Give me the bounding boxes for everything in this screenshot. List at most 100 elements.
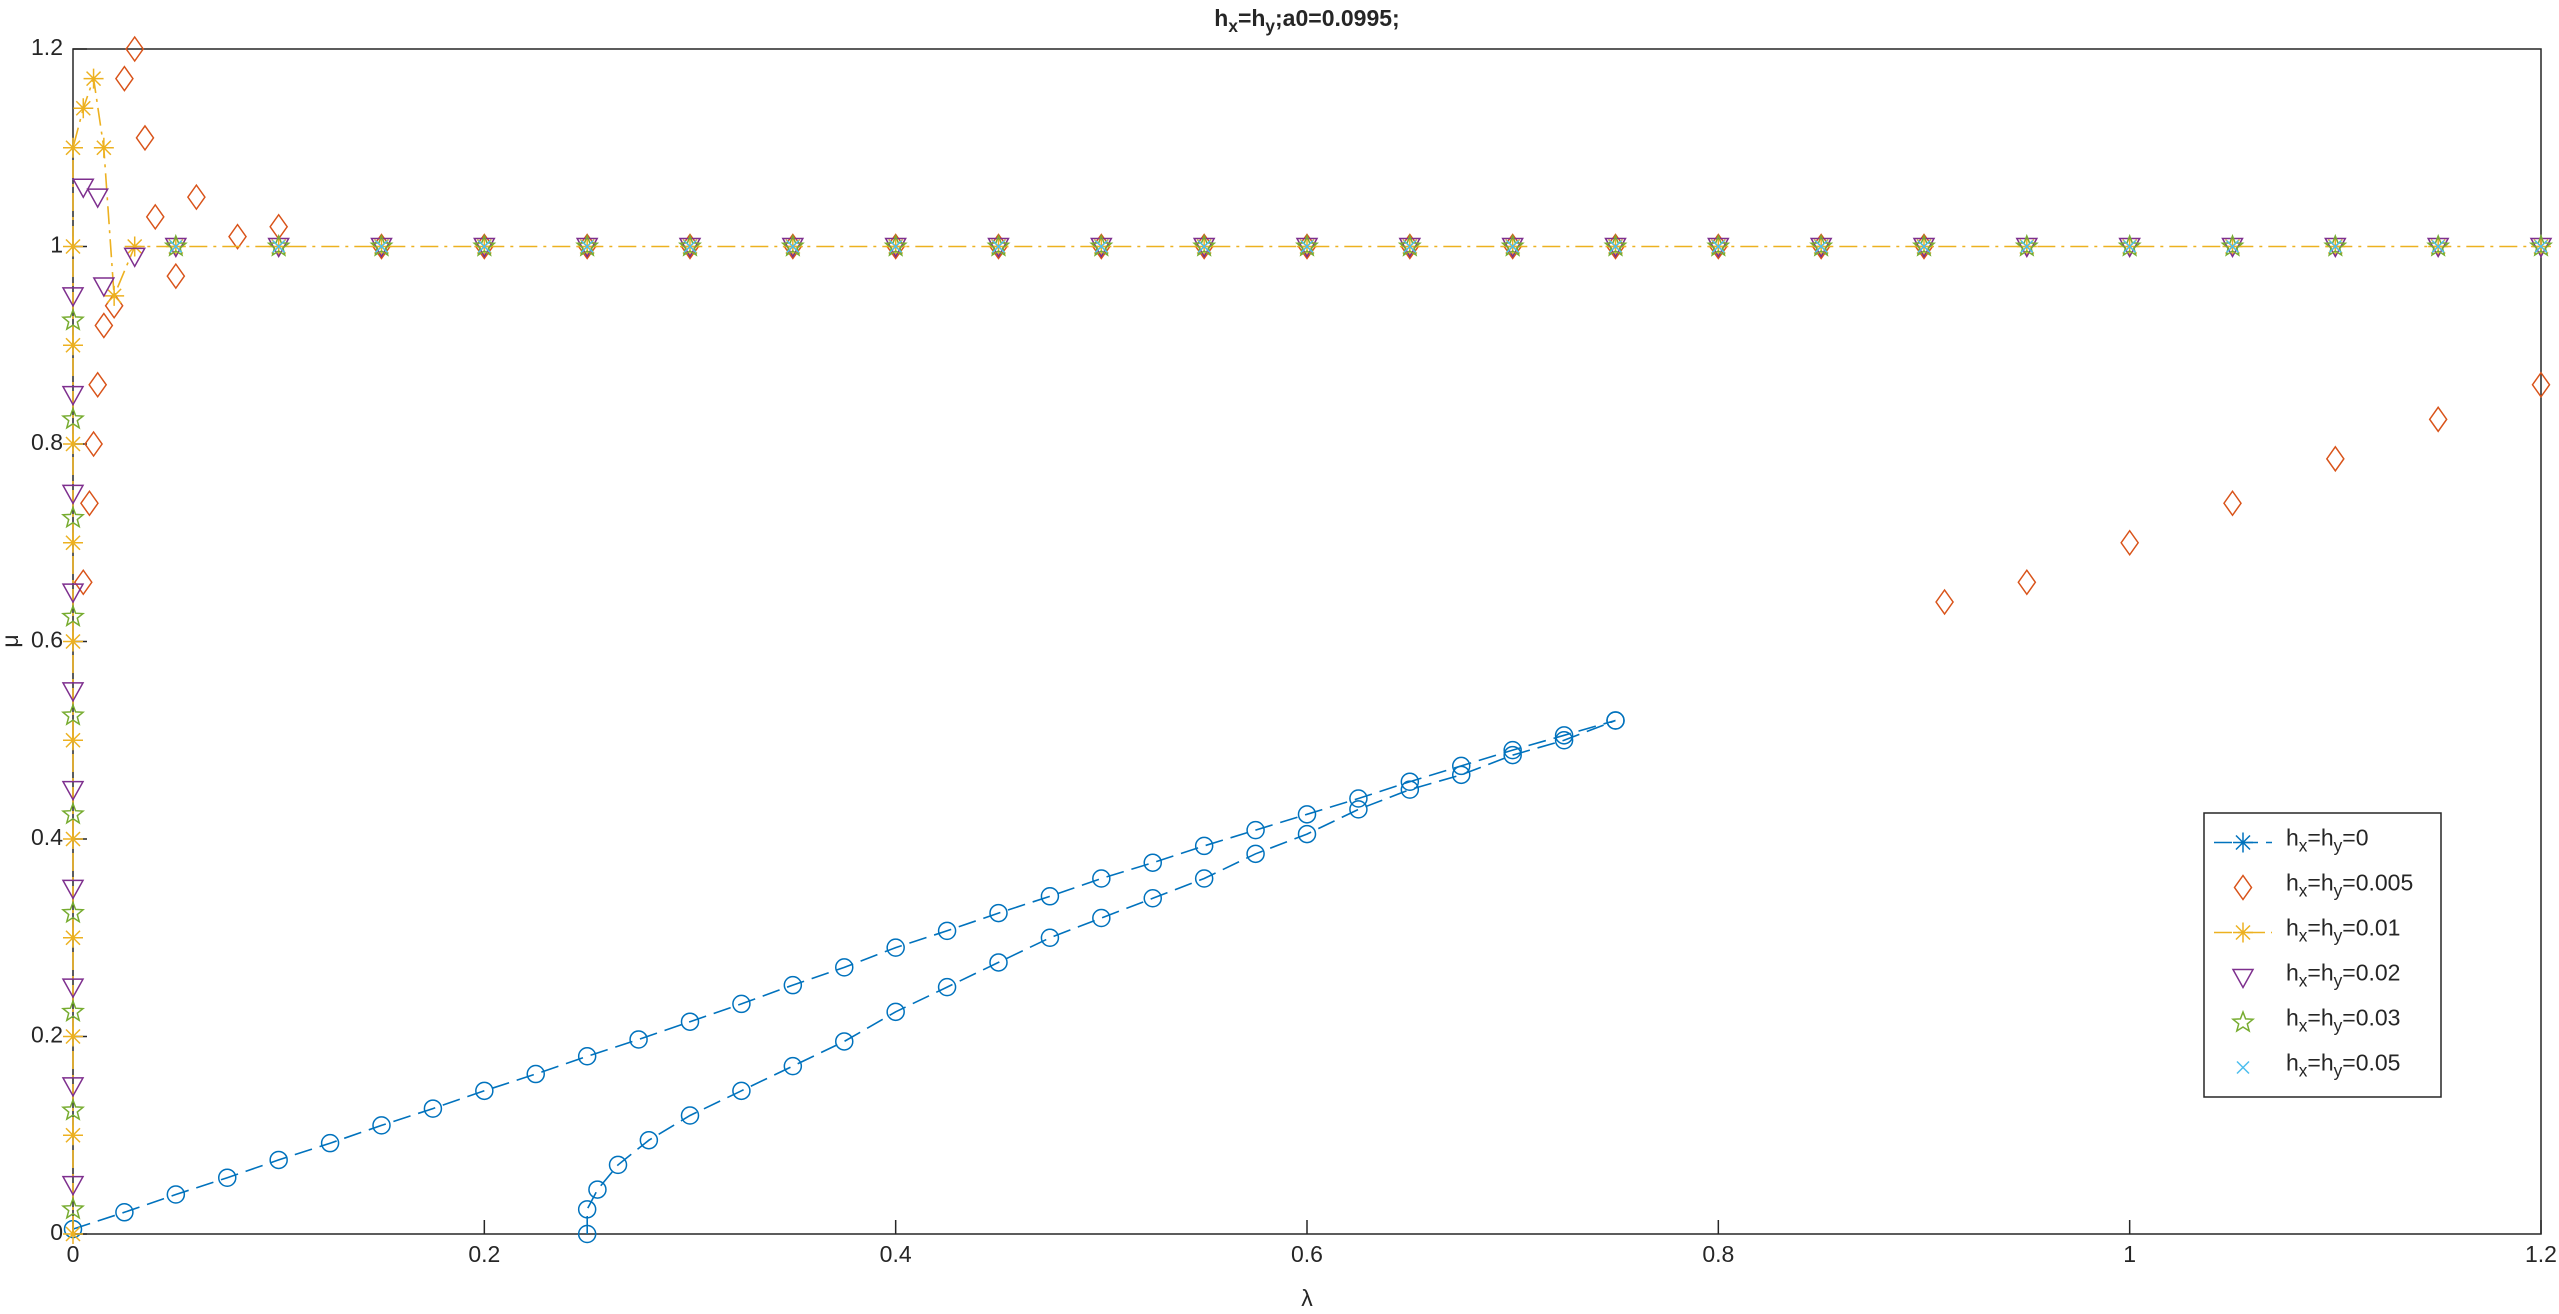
legend-marker: [2231, 1009, 2255, 1033]
marker: [1403, 239, 1417, 254]
marker: [63, 236, 83, 257]
marker: [1400, 780, 1420, 799]
marker: [94, 312, 114, 339]
marker: [2426, 233, 2451, 257]
marker: [2020, 239, 2034, 254]
marker: [72, 178, 95, 199]
marker: [2323, 233, 2348, 257]
marker: [680, 1106, 700, 1125]
marker: [2223, 489, 2242, 517]
marker: [61, 1196, 85, 1220]
marker: [104, 285, 125, 306]
marker: [228, 223, 247, 250]
marker: [372, 1116, 391, 1135]
marker: [937, 977, 957, 997]
marker: [991, 239, 1006, 254]
marker: [886, 1002, 905, 1022]
marker: [61, 406, 85, 430]
marker: [1935, 588, 1954, 616]
marker: [63, 730, 83, 751]
legend-label: hx=hy=0.005: [2286, 870, 2413, 900]
marker: [186, 183, 206, 211]
marker: [266, 233, 291, 257]
marker: [61, 682, 85, 703]
marker: [477, 239, 491, 254]
marker: [732, 1081, 751, 1101]
marker: [63, 532, 83, 553]
x-tick-label: 0.8: [1702, 1241, 1734, 1267]
marker: [2014, 233, 2039, 257]
marker: [166, 262, 186, 290]
marker: [732, 994, 751, 1014]
series-line: [72, 78, 2541, 1234]
y-tick-label: 1: [50, 232, 63, 258]
marker: [678, 233, 702, 257]
marker: [125, 35, 145, 63]
marker: [780, 233, 805, 257]
marker: [2325, 445, 2345, 473]
marker: [2123, 239, 2137, 254]
marker: [1297, 824, 1317, 844]
marker: [639, 1130, 659, 1150]
marker: [683, 239, 697, 254]
y-tick-label: 1.2: [31, 34, 63, 60]
marker: [2017, 568, 2037, 596]
marker: [135, 124, 155, 152]
marker: [783, 975, 803, 995]
marker: [63, 434, 83, 454]
y-tick-label: 0.8: [31, 429, 63, 455]
legend-marker: [2233, 874, 2253, 901]
marker: [1606, 711, 1625, 730]
marker: [124, 236, 145, 257]
marker: [1917, 239, 1931, 254]
legend-label: hx=hy=0.02: [2286, 960, 2400, 990]
marker: [374, 239, 389, 254]
marker: [1300, 239, 1314, 254]
marker: [472, 233, 497, 257]
marker: [989, 953, 1008, 972]
legend-marker: [2236, 1060, 2250, 1075]
y-tick-label: 0.4: [31, 824, 63, 850]
chart-title: hx=hy;a0=0.0995;: [1214, 5, 1399, 35]
marker: [1089, 233, 1114, 257]
marker: [1603, 233, 1628, 257]
marker: [1814, 239, 1828, 254]
marker: [883, 233, 908, 257]
marker: [84, 430, 103, 458]
marker: [1192, 233, 1217, 257]
marker: [423, 1099, 443, 1118]
marker: [61, 780, 85, 802]
x-tick-label: 0.6: [1291, 1241, 1323, 1267]
marker: [61, 307, 85, 331]
marker: [1040, 887, 1060, 906]
marker: [1452, 765, 1471, 785]
marker: [577, 1047, 597, 1066]
marker: [1506, 239, 1520, 254]
marker: [1246, 820, 1265, 840]
marker: [577, 1224, 597, 1244]
marker: [1349, 800, 1368, 819]
marker: [92, 277, 116, 298]
marker: [63, 335, 83, 356]
marker: [73, 568, 93, 596]
marker: [114, 65, 134, 92]
marker: [1809, 233, 1834, 257]
legend-marker: [2233, 832, 2253, 853]
marker: [608, 1155, 628, 1175]
marker: [1197, 239, 1211, 254]
legend-box: [2203, 812, 2442, 1098]
marker: [218, 1168, 237, 1187]
marker: [1143, 889, 1162, 908]
marker: [1554, 726, 1574, 745]
marker: [2534, 239, 2548, 254]
x-tick-label: 0.2: [468, 1241, 500, 1267]
marker: [80, 489, 99, 517]
x-tick-label: 1.2: [2525, 1241, 2557, 1267]
marker: [1397, 233, 1422, 257]
marker: [61, 702, 85, 726]
marker: [2220, 233, 2245, 257]
marker: [2120, 529, 2140, 557]
marker: [1400, 772, 1420, 791]
marker: [786, 239, 800, 254]
